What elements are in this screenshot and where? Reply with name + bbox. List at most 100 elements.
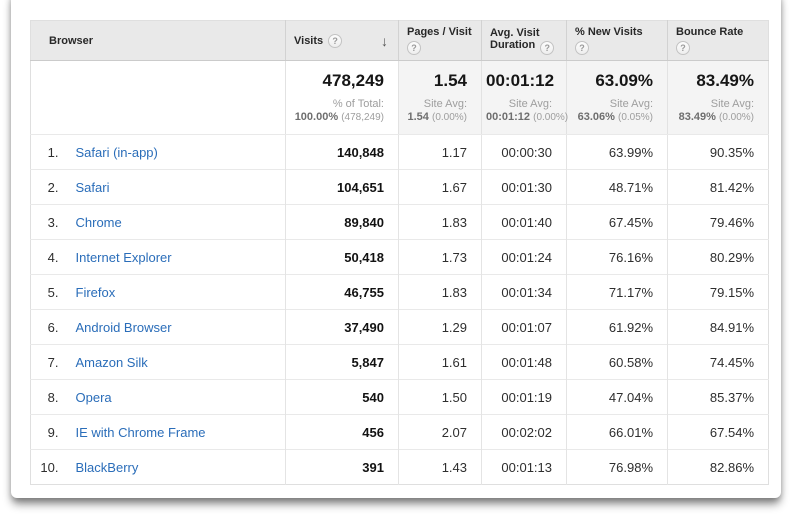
browser-link[interactable]: Chrome [75, 214, 122, 230]
browser-link[interactable]: Android Browser [75, 319, 172, 335]
help-icon[interactable]: ? [540, 40, 555, 55]
table-row: 3. Chrome 89,840 1.83 00:01:40 67.45% 79… [30, 204, 769, 240]
table-row: 8. Opera 540 1.50 00:01:19 47.04% 85.37% [30, 379, 769, 415]
pages-cell: 1.29 [398, 309, 482, 345]
new-visits-cell: 67.45% [566, 204, 668, 240]
summary-visits-value: 478,249 [322, 71, 384, 90]
row-rank: 6. [30, 309, 61, 345]
summary-new-visits-delta: (0.05%) [617, 112, 653, 123]
bounce-cell: 84.91% [667, 309, 769, 345]
visits-cell: 140,848 [285, 134, 399, 170]
row-rank: 2. [30, 169, 61, 205]
summary-browser-blank [30, 60, 286, 135]
bounce-cell: 90.35% [667, 134, 769, 170]
pages-cell: 1.83 [398, 204, 482, 240]
summary-pages-delta: (0.00%) [431, 112, 467, 123]
pages-cell: 1.17 [398, 134, 482, 170]
table-row: 5. Firefox 46,755 1.83 00:01:34 71.17% 7… [30, 274, 769, 310]
visits-cell: 50,418 [285, 239, 399, 275]
browser-link[interactable]: Amazon Silk [75, 354, 148, 370]
visits-cell: 46,755 [285, 274, 399, 310]
duration-cell: 00:01:48 [481, 344, 567, 380]
browser-link[interactable]: Safari (in-app) [75, 144, 158, 160]
column-header-pages-visit[interactable]: Pages / Visit ? [398, 20, 482, 61]
visits-cell: 540 [285, 379, 399, 415]
browsers-table: Browser Visits ? ↓ Pages / Visit ? Avg. … [30, 20, 769, 485]
bounce-cell: 79.46% [667, 204, 769, 240]
summary-pages-avg: 1.54 [407, 111, 429, 123]
summary-duration-avg: 00:01:12 [486, 111, 531, 123]
row-rank: 9. [30, 414, 61, 450]
row-rank: 4. [30, 239, 61, 275]
pages-cell: 1.50 [398, 379, 482, 415]
bounce-cell: 79.15% [667, 274, 769, 310]
pages-cell: 1.73 [398, 239, 482, 275]
new-visits-cell: 61.92% [566, 309, 668, 345]
sort-descending-icon: ↓ [381, 32, 388, 49]
visits-cell: 37,490 [285, 309, 399, 345]
duration-cell: 00:01:40 [481, 204, 567, 240]
visits-cell: 5,847 [285, 344, 399, 380]
help-icon[interactable]: ? [676, 41, 690, 55]
summary-visits-delta: (478,249) [341, 112, 384, 123]
summary-new-visits-value: 63.09% [595, 71, 653, 90]
table-row: 7. Amazon Silk 5,847 1.61 00:01:48 60.58… [30, 344, 769, 380]
column-header-browser[interactable]: Browser [30, 20, 286, 61]
new-visits-cell: 76.16% [566, 239, 668, 275]
duration-cell: 00:01:24 [481, 239, 567, 275]
table-row: 2. Safari 104,651 1.67 00:01:30 48.71% 8… [30, 169, 769, 205]
table-body: 1. Safari (in-app) 140,848 1.17 00:00:30… [30, 134, 769, 485]
table-row: 6. Android Browser 37,490 1.29 00:01:07 … [30, 309, 769, 345]
summary-duration-value: 00:01:12 [486, 71, 555, 90]
summary-pages-label: Site Avg: [423, 98, 467, 110]
visits-cell: 391 [285, 449, 399, 485]
new-visits-cell: 71.17% [566, 274, 668, 310]
pages-cell: 1.43 [398, 449, 482, 485]
column-header-visits[interactable]: Visits ? ↓ [285, 20, 399, 61]
summary-duration-cell: 00:01:12 Site Avg: 00:01:12 (0.00%) [481, 60, 568, 135]
column-header-avg-visit-duration[interactable]: Avg. Visit Duration? [481, 20, 567, 61]
duration-cell: 00:00:30 [481, 134, 567, 170]
summary-bounce-cell: 83.49% Site Avg: 83.49% (0.00%) [667, 60, 769, 135]
duration-cell: 00:01:19 [481, 379, 567, 415]
table-header: Browser Visits ? ↓ Pages / Visit ? Avg. … [30, 20, 769, 61]
browser-link[interactable]: IE with Chrome Frame [75, 424, 206, 440]
help-icon[interactable]: ? [407, 41, 421, 55]
bounce-cell: 74.45% [667, 344, 769, 380]
browser-link[interactable]: Firefox [75, 284, 116, 300]
duration-cell: 00:02:02 [481, 414, 567, 450]
browser-link[interactable]: BlackBerry [75, 459, 139, 475]
summary-visits-avg: 100.00% [294, 111, 339, 123]
new-visits-cell: 47.04% [566, 379, 668, 415]
browser-link[interactable]: Internet Explorer [75, 249, 172, 265]
summary-new-visits-cell: 63.09% Site Avg: 63.06% (0.05%) [566, 60, 668, 135]
row-rank: 3. [30, 204, 61, 240]
table-row: 10. BlackBerry 391 1.43 00:01:13 76.98% … [30, 449, 769, 485]
visits-cell: 89,840 [285, 204, 399, 240]
browser-link[interactable]: Safari [75, 179, 110, 195]
pages-cell: 1.61 [398, 344, 482, 380]
duration-cell: 00:01:07 [481, 309, 567, 345]
table-row: 4. Internet Explorer 50,418 1.73 00:01:2… [30, 239, 769, 275]
bounce-cell: 80.29% [667, 239, 769, 275]
row-rank: 10. [30, 449, 61, 485]
new-visits-cell: 48.71% [566, 169, 668, 205]
help-icon[interactable]: ? [328, 33, 343, 48]
column-header-bounce-rate[interactable]: Bounce Rate ? [667, 20, 769, 61]
help-icon[interactable]: ? [575, 41, 589, 55]
browser-link[interactable]: Opera [75, 389, 112, 405]
avg-visit-duration-header-label: Avg. Visit Duration [490, 26, 540, 51]
summary-bounce-delta: (0.00%) [718, 112, 754, 123]
summary-bounce-avg: 83.49% [678, 111, 716, 123]
summary-bounce-value: 83.49% [696, 71, 754, 90]
pages-visit-header-label: Pages / Visit [407, 26, 472, 38]
row-rank: 8. [30, 379, 61, 415]
row-rank: 7. [30, 344, 61, 380]
new-visits-cell: 66.01% [566, 414, 668, 450]
bounce-cell: 81.42% [667, 169, 769, 205]
column-header-new-visits[interactable]: % New Visits ? [566, 20, 668, 61]
summary-bounce-label: Site Avg: [710, 98, 754, 110]
summary-row: 478,249 % of Total: 100.00% (478,249) 1.… [30, 60, 769, 135]
duration-cell: 00:01:13 [481, 449, 567, 485]
summary-duration-label: Site Avg: [508, 98, 552, 110]
